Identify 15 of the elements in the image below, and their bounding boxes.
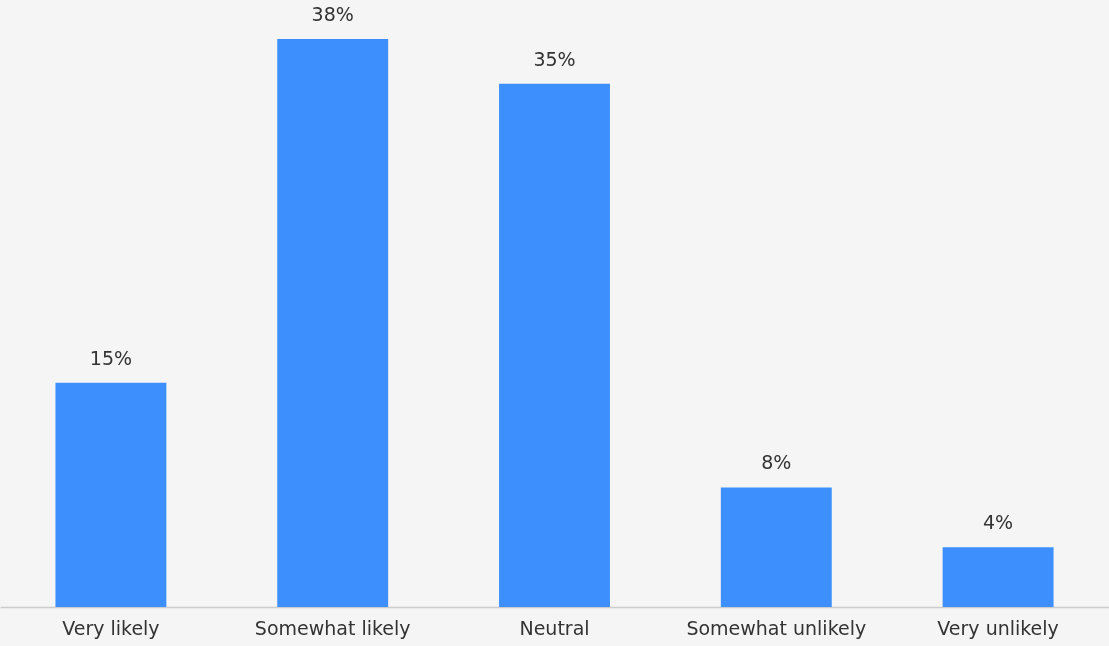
- data-label: 15%: [89, 346, 133, 369]
- data-label: 4%: [983, 511, 1014, 534]
- x-tick-label: Somewhat unlikely: [686, 616, 867, 639]
- x-tick-label: Somewhat likely: [254, 616, 411, 639]
- x-tick-label: Neutral: [519, 616, 590, 639]
- bar: [277, 38, 389, 607]
- x-tick-label: Very likely: [62, 616, 160, 639]
- bar: [942, 547, 1054, 607]
- x-tick-label: Very unlikely: [937, 616, 1059, 639]
- bar: [499, 83, 610, 607]
- data-label: 38%: [311, 2, 354, 25]
- data-label: 35%: [533, 47, 576, 70]
- bar: [55, 382, 167, 607]
- bar: [720, 487, 832, 607]
- data-label: 8%: [761, 451, 792, 474]
